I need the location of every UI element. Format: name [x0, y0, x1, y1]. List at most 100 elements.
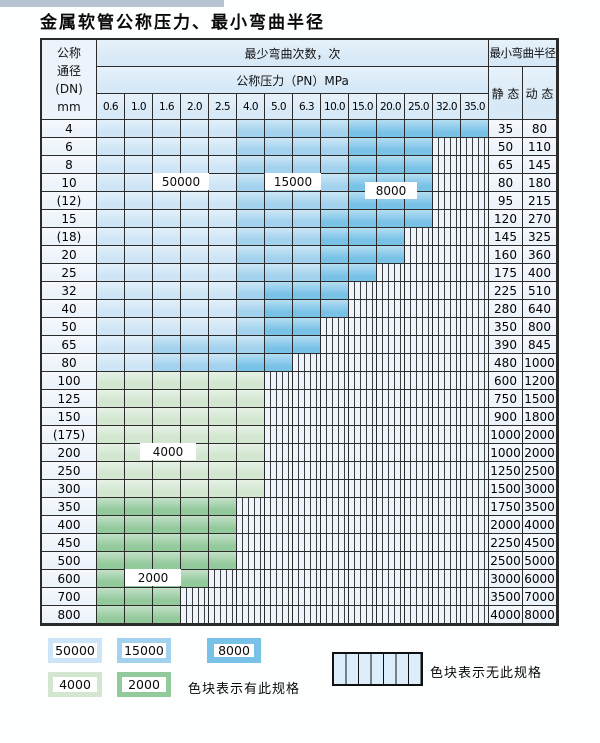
- spec-cell: [377, 570, 405, 588]
- spec-cell: [125, 552, 153, 570]
- spec-cell: [125, 426, 153, 444]
- pressure-tick: 1.0: [125, 94, 153, 120]
- spec-cell: [405, 300, 433, 318]
- spec-cell: [461, 606, 489, 624]
- spec-cell: [349, 498, 377, 516]
- static-cell: 280: [489, 300, 523, 318]
- spec-cell: [237, 408, 265, 426]
- spec-cell: [461, 282, 489, 300]
- spec-cell: [321, 282, 349, 300]
- spec-cell: [321, 210, 349, 228]
- dn-cell: 32: [42, 282, 97, 300]
- spec-cell: [237, 264, 265, 282]
- spec-cell: [349, 282, 377, 300]
- spec-cell: [461, 210, 489, 228]
- dn-cell: 200: [42, 444, 97, 462]
- spec-cell: [265, 120, 293, 138]
- dn-cell: 20: [42, 246, 97, 264]
- spec-cell: [433, 534, 461, 552]
- spec-cell: [209, 444, 237, 462]
- spec-cell: [293, 606, 321, 624]
- spec-cell: [293, 282, 321, 300]
- spec-cell: [237, 480, 265, 498]
- spec-cell: [461, 354, 489, 372]
- spec-cell: [293, 498, 321, 516]
- spec-cell: [377, 318, 405, 336]
- dn-cell: 250: [42, 462, 97, 480]
- dn-cell: 600: [42, 570, 97, 588]
- spec-cell: [349, 336, 377, 354]
- spec-cell: [405, 264, 433, 282]
- spec-cell: [461, 570, 489, 588]
- spec-cell: [377, 282, 405, 300]
- spec-cell: [265, 444, 293, 462]
- spec-cell: [97, 444, 125, 462]
- spec-cell: [321, 372, 349, 390]
- spec-cell: [405, 444, 433, 462]
- spec-cell: [125, 390, 153, 408]
- spec-cell: [293, 336, 321, 354]
- dynamic-cell: 2500: [523, 462, 557, 480]
- static-cell: 1000: [489, 444, 523, 462]
- spec-cell: [433, 588, 461, 606]
- spec-cell: [405, 516, 433, 534]
- spec-cell: [97, 210, 125, 228]
- spec-cell: [265, 570, 293, 588]
- spec-cell: [293, 390, 321, 408]
- spec-cell: [265, 480, 293, 498]
- static-cell: 2500: [489, 552, 523, 570]
- spec-cell: [181, 552, 209, 570]
- spec-cell: [321, 156, 349, 174]
- spec-cell: [461, 534, 489, 552]
- spec-cell: [153, 246, 181, 264]
- spec-cell: [181, 588, 209, 606]
- spec-cell: [405, 534, 433, 552]
- spec-cell: [405, 570, 433, 588]
- spec-cell: [377, 372, 405, 390]
- spec-cell: [377, 246, 405, 264]
- spec-cell: [181, 246, 209, 264]
- header-dn-line: mm: [57, 99, 81, 114]
- spec-cell: [181, 516, 209, 534]
- dn-cell: (175): [42, 426, 97, 444]
- dynamic-cell: 510: [523, 282, 557, 300]
- spec-cell: [377, 462, 405, 480]
- spec-cell: [237, 516, 265, 534]
- spec-cell: [97, 156, 125, 174]
- spec-cell: [377, 228, 405, 246]
- dynamic-cell: 8000: [523, 606, 557, 624]
- spec-cell: [237, 246, 265, 264]
- spec-cell: [97, 426, 125, 444]
- spec-cell: [153, 228, 181, 246]
- spec-cell: [209, 210, 237, 228]
- spec-cell: [293, 138, 321, 156]
- spec-cell: [293, 120, 321, 138]
- spec-cell: [349, 318, 377, 336]
- cycle-count-label: 2000: [125, 569, 181, 586]
- spec-cell: [97, 354, 125, 372]
- spec-cell: [97, 228, 125, 246]
- spec-cell: [461, 264, 489, 282]
- spec-cell: [125, 318, 153, 336]
- spec-cell: [153, 138, 181, 156]
- spec-cell: [433, 210, 461, 228]
- spec-cell: [405, 246, 433, 264]
- spec-cell: [181, 138, 209, 156]
- spec-cell: [405, 210, 433, 228]
- dn-cell: 300: [42, 480, 97, 498]
- dn-cell: 400: [42, 516, 97, 534]
- dn-cell: 50: [42, 318, 97, 336]
- static-cell: 600: [489, 372, 523, 390]
- spec-cell: [265, 282, 293, 300]
- static-cell: 160: [489, 246, 523, 264]
- spec-cell: [97, 120, 125, 138]
- spec-cell: [405, 354, 433, 372]
- spec-cell: [237, 462, 265, 480]
- spec-cell: [433, 462, 461, 480]
- dn-cell: 100: [42, 372, 97, 390]
- spec-cell: [349, 462, 377, 480]
- dn-cell: 6: [42, 138, 97, 156]
- static-cell: 2250: [489, 534, 523, 552]
- spec-cell: [433, 192, 461, 210]
